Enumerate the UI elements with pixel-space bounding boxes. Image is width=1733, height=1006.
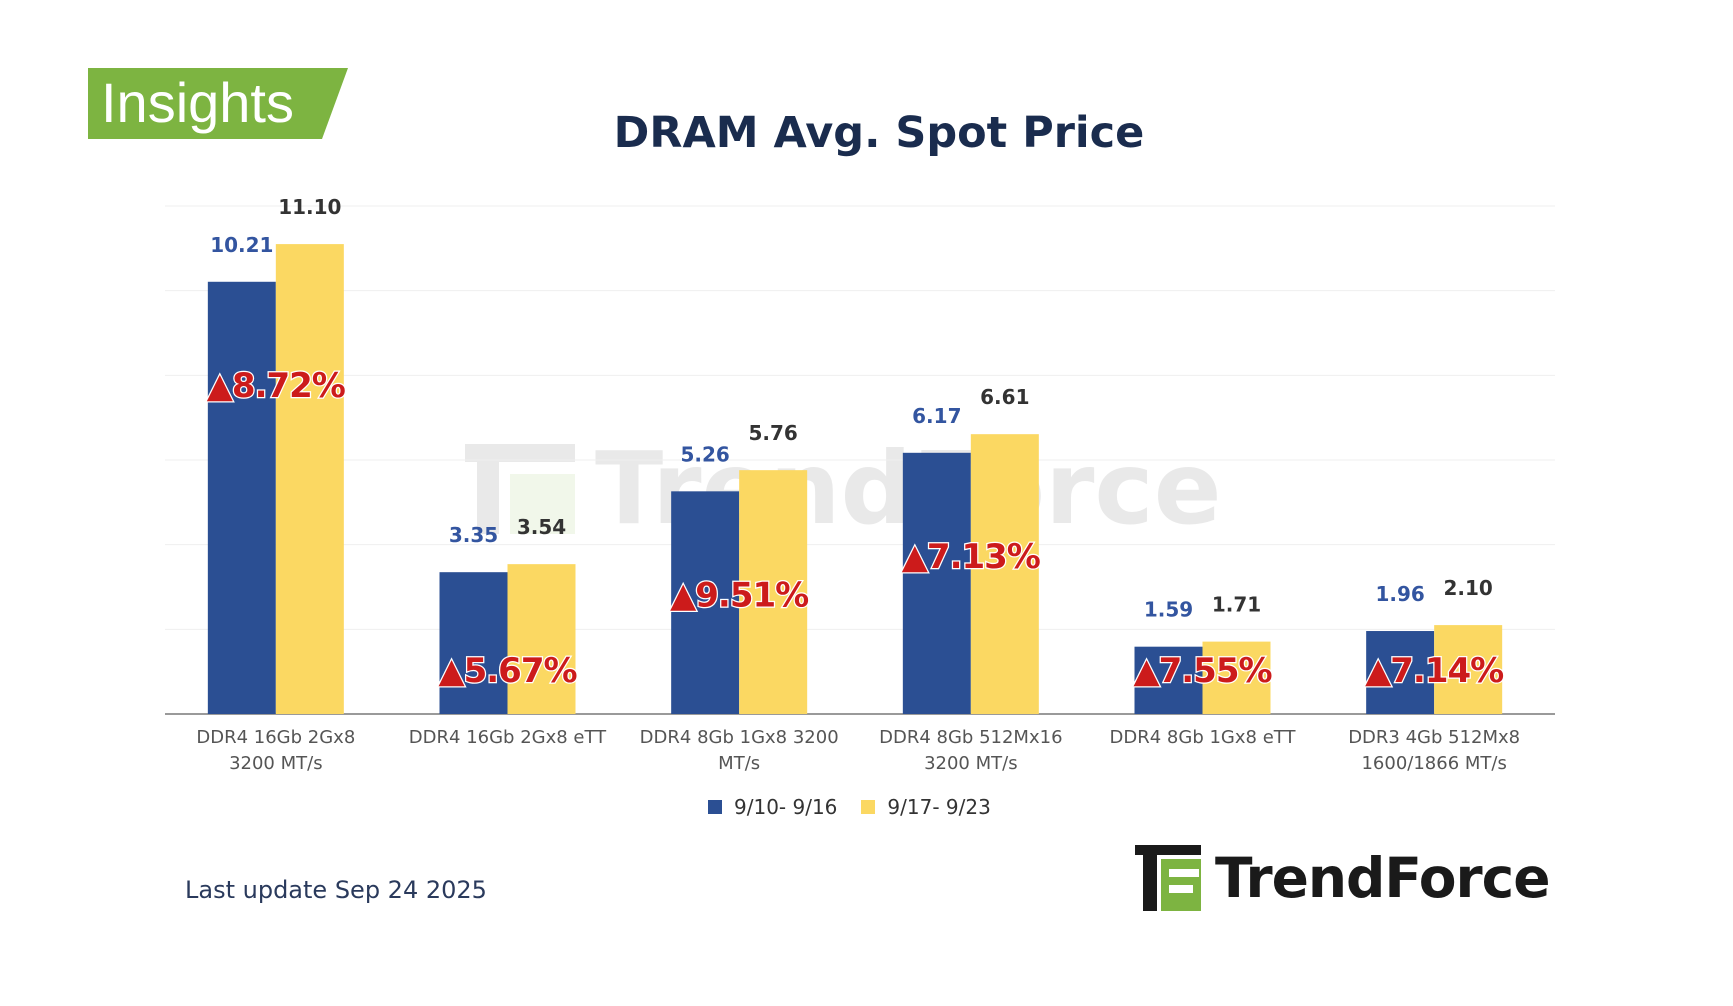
bar-series1	[902, 452, 971, 714]
bar-series1	[1134, 646, 1203, 714]
legend-item-series1: 9/10- 9/16	[708, 795, 837, 819]
category-label: 3200 MT/s	[229, 753, 323, 774]
bar-series2	[507, 564, 576, 714]
category-label: DDR4 8Gb 1Gx8 3200	[640, 727, 839, 748]
value-label-series2: 11.10	[278, 195, 341, 219]
category-label: 3200 MT/s	[924, 753, 1018, 774]
brand-name: TrendForce	[1215, 845, 1551, 910]
change-label: ▲7.55%	[1133, 651, 1271, 691]
bar-series2	[1434, 625, 1503, 714]
value-label-series2: 5.76	[748, 421, 797, 445]
change-label: ▲5.67%	[438, 651, 576, 691]
legend-swatch-series2	[861, 800, 876, 814]
chart-title: DRAM Avg. Spot Price	[613, 108, 1145, 158]
value-label-series1: 1.59	[1144, 598, 1193, 622]
insights-badge: Insights	[88, 68, 348, 139]
value-label-series1: 10.21	[210, 233, 273, 257]
change-label: ▲7.14%	[1365, 651, 1503, 691]
brand-logo: TrendForce	[1135, 844, 1551, 911]
value-label-series1: 6.17	[912, 404, 961, 428]
category-label: 1600/1866 MT/s	[1361, 753, 1506, 774]
legend-swatch-series1	[708, 800, 722, 814]
bar-series1	[671, 491, 740, 714]
change-label: ▲7.13%	[902, 537, 1040, 577]
legend-item-series2: 9/17- 9/23	[861, 795, 991, 819]
change-label: ▲9.51%	[670, 575, 808, 615]
insights-label: Insights	[101, 71, 294, 134]
value-label-series1: 5.26	[680, 442, 729, 466]
category-label: DDR4 16Gb 2Gx8	[196, 727, 355, 748]
legend-label-series1: 9/10- 9/16	[734, 795, 838, 819]
category-label: MT/s	[718, 753, 760, 774]
bar-series1	[207, 281, 276, 714]
chart-legend: 9/10- 9/16 9/17- 9/23	[708, 795, 1015, 819]
category-label: DDR4 8Gb 1Gx8 eTT	[1110, 727, 1297, 748]
bar-series1	[1366, 631, 1435, 714]
value-label-series2: 3.54	[517, 515, 566, 539]
legend-label-series2: 9/17- 9/23	[887, 795, 991, 819]
bar-series2	[275, 244, 344, 714]
change-label: ▲8.72%	[207, 366, 345, 406]
value-label-series1: 3.35	[449, 523, 498, 547]
value-label-series2: 2.10	[1443, 576, 1492, 600]
category-label: DDR3 4Gb 512Mx8	[1348, 727, 1520, 748]
category-label: DDR4 8Gb 512Mx16	[879, 727, 1062, 748]
bar-series2	[739, 470, 808, 714]
bar-series2	[970, 434, 1039, 714]
trendforce-logo-icon	[1135, 844, 1201, 911]
bar-series2	[1202, 641, 1271, 714]
bar-series1	[439, 572, 508, 714]
value-label-series2: 6.61	[980, 385, 1029, 409]
value-label-series1: 1.96	[1375, 582, 1424, 606]
value-label-series2: 1.71	[1212, 593, 1261, 617]
insights-badge-shape	[88, 68, 348, 139]
category-label: DDR4 16Gb 2Gx8 eTT	[409, 727, 607, 748]
last-update-text: Last update Sep 24 2025	[185, 876, 487, 904]
